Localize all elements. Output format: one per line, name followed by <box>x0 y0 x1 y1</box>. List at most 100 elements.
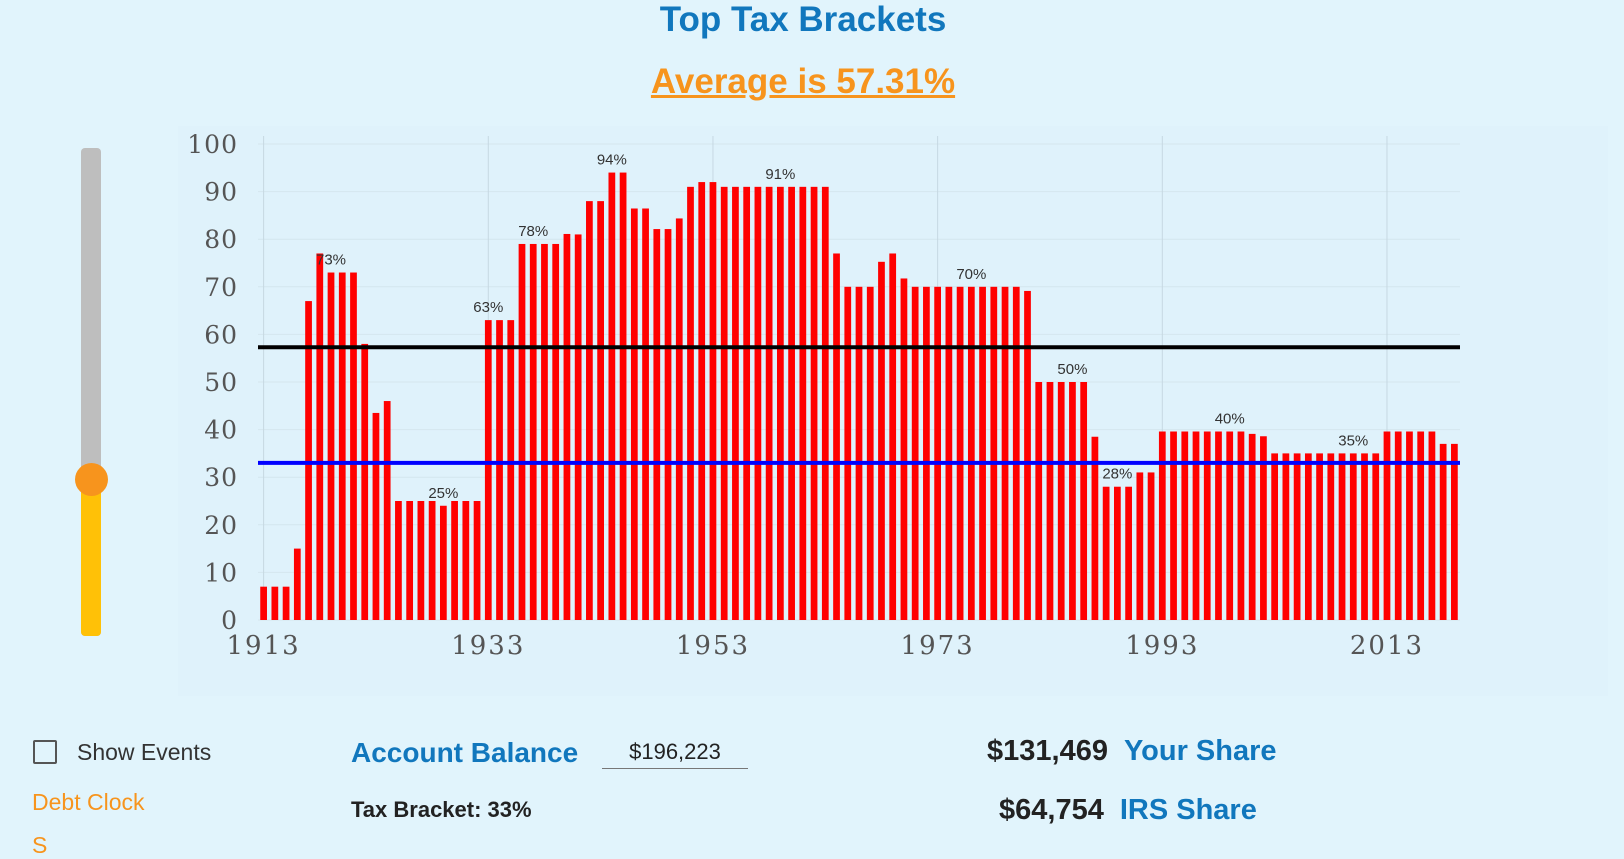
bar <box>810 186 818 620</box>
x-tick-label: 1973 <box>901 631 975 661</box>
y-tick-label: 20 <box>204 511 238 540</box>
bar <box>642 208 649 621</box>
bar <box>1327 453 1335 620</box>
next-link[interactable]: S <box>32 832 48 858</box>
bar <box>1417 431 1425 620</box>
data-label: 63% <box>473 299 503 316</box>
bar <box>664 229 672 620</box>
bar <box>552 243 560 620</box>
irs-share-amount: $64,754 <box>999 794 1104 826</box>
bar <box>1226 431 1234 620</box>
bar <box>327 272 335 620</box>
bar <box>732 186 739 620</box>
bar <box>1057 382 1065 620</box>
bar <box>395 501 402 620</box>
bar <box>709 182 717 620</box>
bar <box>1024 290 1031 620</box>
debt-clock-link[interactable]: Debt Clock <box>32 789 145 815</box>
y-tick-label: 40 <box>204 416 238 445</box>
bar <box>496 320 503 620</box>
show-events-toggle[interactable]: Show Events <box>33 739 211 765</box>
data-label: 94% <box>597 152 627 169</box>
bar <box>1069 382 1076 620</box>
bar <box>293 548 301 620</box>
account-balance-label: Account Balance <box>351 737 579 768</box>
slider-handle[interactable] <box>75 462 108 496</box>
show-events-checkbox[interactable] <box>33 740 57 764</box>
bar <box>1215 431 1222 620</box>
data-label: 50% <box>1057 361 1087 378</box>
data-label: 78% <box>518 223 548 240</box>
bar <box>1012 286 1020 620</box>
bar <box>305 301 312 620</box>
bar <box>934 286 942 620</box>
bar <box>630 208 638 621</box>
bar <box>698 182 706 620</box>
bar <box>462 501 470 620</box>
irs-share-label: IRS Share <box>1119 794 1257 826</box>
bar <box>428 501 436 620</box>
bar <box>316 253 324 620</box>
tax-bracket-text: Tax Bracket: 33% <box>351 797 532 822</box>
average-link[interactable]: Average is 57.31% <box>650 62 956 101</box>
bar <box>574 234 582 620</box>
y-tick-label: 90 <box>204 178 238 207</box>
bar <box>1147 472 1155 620</box>
bar <box>687 186 694 620</box>
bar <box>417 501 425 620</box>
bar <box>406 501 414 620</box>
bar <box>541 243 548 620</box>
bar <box>1316 453 1323 620</box>
bar <box>889 253 897 620</box>
bar <box>271 586 279 620</box>
bar <box>1293 453 1301 620</box>
data-label: 28% <box>1102 466 1132 483</box>
bar <box>1125 486 1132 620</box>
bar <box>776 186 784 620</box>
chart-panel: 0 10 20 30 40 50 60 70 80 90 100 1913 1933 1953 1973 19… <box>178 126 1608 696</box>
bar <box>1383 431 1391 620</box>
bar <box>451 501 458 620</box>
bar <box>720 186 728 620</box>
bar <box>945 286 953 620</box>
data-label: 40% <box>1215 411 1245 428</box>
bar <box>1203 431 1211 620</box>
account-balance-input[interactable] <box>602 736 748 769</box>
bar <box>1406 431 1413 620</box>
bar <box>1237 431 1245 620</box>
data-label: 25% <box>428 485 458 502</box>
data-label: 70% <box>956 266 986 283</box>
bar <box>923 286 930 620</box>
x-tick-label: 1993 <box>1125 631 1199 661</box>
bar <box>878 261 885 620</box>
bar <box>1192 431 1200 620</box>
bar <box>1349 453 1357 620</box>
bar <box>1439 443 1447 620</box>
bar <box>282 586 290 620</box>
bar <box>1260 436 1267 620</box>
bar <box>563 233 571 620</box>
bar <box>338 272 346 620</box>
bar <box>990 286 998 620</box>
bar <box>979 286 986 620</box>
y-tick-label: 70 <box>204 273 238 302</box>
y-tick-label: 50 <box>204 368 238 397</box>
y-tick-label: 0 <box>221 606 238 635</box>
tax-bracket-chart: 0 10 20 30 40 50 60 70 80 90 100 1913 1933 1953 1973 19… <box>187 130 1460 661</box>
bar <box>439 505 447 620</box>
bar <box>597 201 604 620</box>
bar <box>1248 433 1256 620</box>
bar <box>473 501 481 620</box>
bar <box>833 253 840 620</box>
slider-fill <box>81 478 101 636</box>
bar <box>743 186 751 620</box>
bar <box>1394 431 1402 620</box>
bar <box>754 186 762 620</box>
bar <box>484 320 492 620</box>
your-share-row: $131,469 Your Share <box>987 735 1277 768</box>
x-tick-label: 2013 <box>1350 631 1424 661</box>
bar <box>967 286 975 620</box>
bar <box>361 343 369 620</box>
bar <box>1046 382 1054 620</box>
bar <box>383 401 391 620</box>
